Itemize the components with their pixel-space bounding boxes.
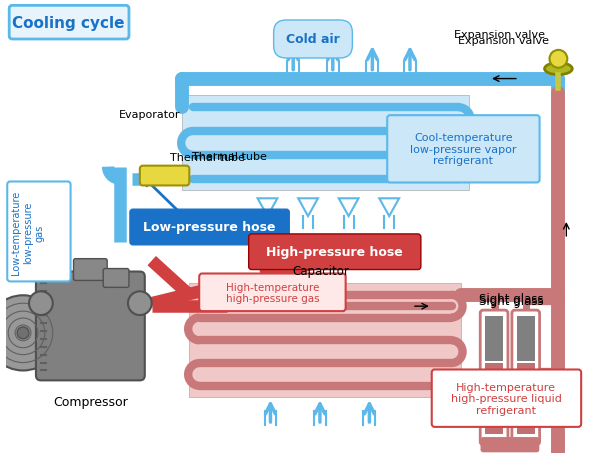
FancyBboxPatch shape (73, 259, 107, 281)
FancyBboxPatch shape (36, 272, 145, 380)
FancyBboxPatch shape (7, 182, 70, 282)
Bar (517, 316, 535, 361)
FancyBboxPatch shape (199, 274, 346, 311)
FancyBboxPatch shape (512, 310, 539, 445)
FancyBboxPatch shape (130, 210, 289, 245)
FancyBboxPatch shape (140, 166, 190, 186)
Text: High-temperature
high-pressure liquid
refrigerant: High-temperature high-pressure liquid re… (451, 382, 561, 415)
FancyBboxPatch shape (432, 369, 581, 427)
Text: Low-temperature
low-pressure
gas: Low-temperature low-pressure gas (11, 190, 45, 274)
Text: Expansion valve: Expansion valve (454, 30, 545, 40)
FancyBboxPatch shape (480, 310, 508, 445)
FancyBboxPatch shape (481, 438, 539, 452)
Text: Sight glass: Sight glass (479, 294, 543, 308)
Text: Cooling cycle: Cooling cycle (13, 15, 125, 30)
Polygon shape (339, 199, 359, 217)
Text: Thermal tube: Thermal tube (169, 152, 244, 162)
Text: Evaporator: Evaporator (119, 110, 181, 120)
Bar (485, 363, 503, 434)
Text: Cold air: Cold air (286, 33, 340, 46)
Text: Thermal tube: Thermal tube (193, 152, 267, 162)
FancyBboxPatch shape (9, 6, 129, 40)
FancyBboxPatch shape (249, 234, 421, 270)
Circle shape (29, 292, 53, 315)
Bar (517, 363, 535, 434)
Circle shape (128, 292, 152, 315)
Text: Expansion valve: Expansion valve (458, 36, 548, 46)
Circle shape (550, 51, 567, 69)
Text: Capacitor: Capacitor (292, 265, 349, 278)
Text: Cool-temperature
low-pressure vapor
refrigerant: Cool-temperature low-pressure vapor refr… (410, 133, 517, 166)
Bar (182, 96, 469, 191)
Polygon shape (257, 199, 277, 217)
Circle shape (17, 327, 29, 339)
Bar (190, 284, 461, 397)
Text: Low-pressure hose: Low-pressure hose (143, 221, 275, 234)
Circle shape (0, 296, 61, 371)
Text: High-temperature
high-pressure gas: High-temperature high-pressure gas (226, 282, 319, 303)
Text: Sight glass: Sight glass (479, 293, 543, 305)
Text: High-pressure hose: High-pressure hose (266, 246, 403, 259)
FancyBboxPatch shape (103, 269, 129, 288)
Text: Compressor: Compressor (53, 395, 128, 408)
FancyBboxPatch shape (387, 116, 539, 183)
Polygon shape (298, 199, 318, 217)
Bar (485, 316, 503, 361)
Polygon shape (379, 199, 399, 217)
Ellipse shape (545, 64, 572, 76)
